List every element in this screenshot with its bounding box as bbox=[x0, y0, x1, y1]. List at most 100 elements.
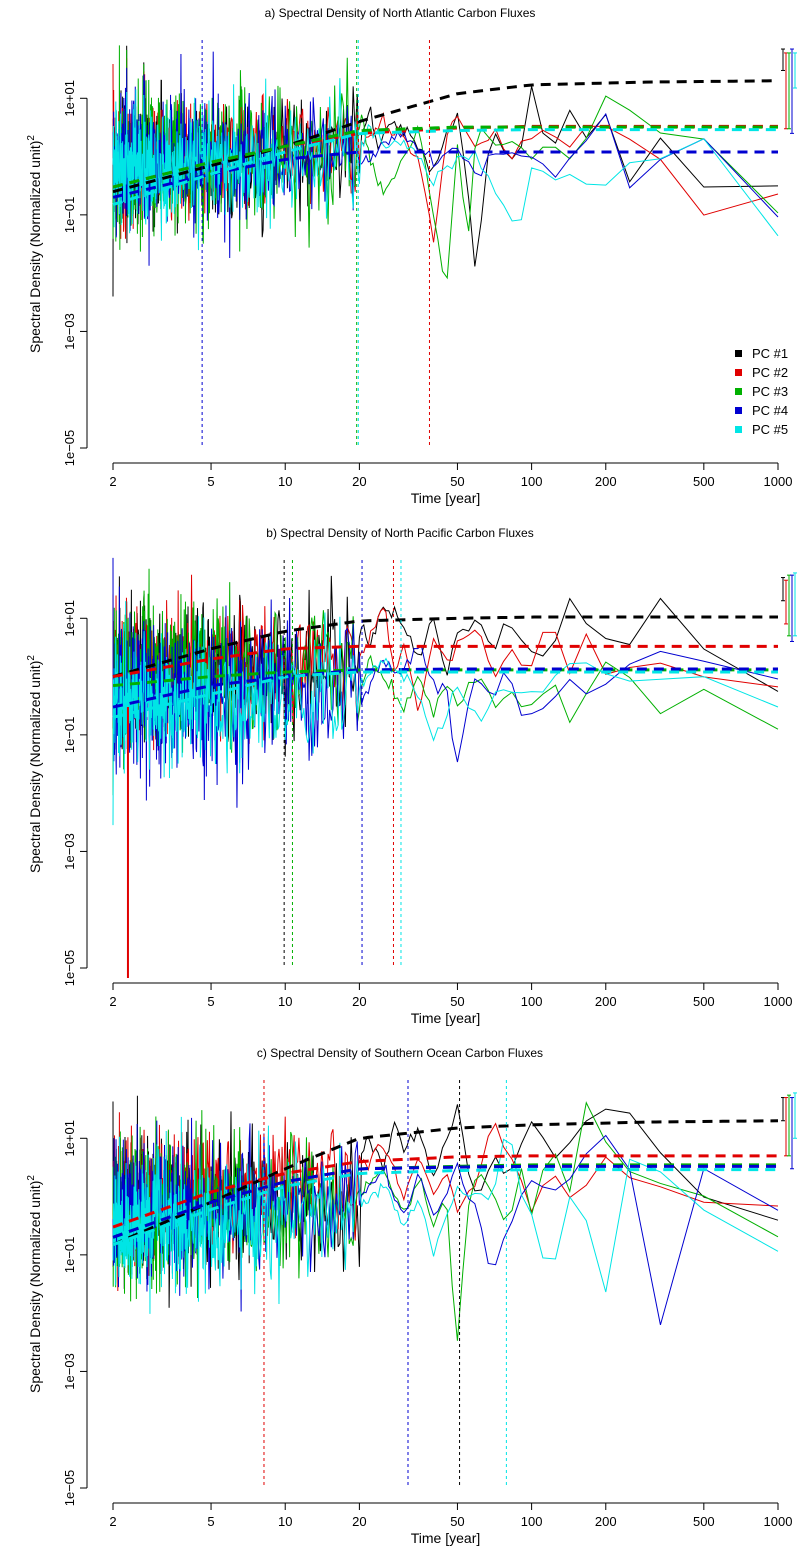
chart-panel-3: c) Spectral Density of Southern Ocean Ca… bbox=[26, 1046, 797, 1546]
x-tick-label: 5 bbox=[207, 1514, 214, 1529]
x-tick-label: 1000 bbox=[764, 994, 793, 1009]
x-axis: 2 5 10 20 50 100 200 500 1000 Time [year] bbox=[109, 462, 793, 506]
y-tick-label: 1e−03 bbox=[62, 313, 77, 350]
y-tick-label: 1e−05 bbox=[62, 1470, 77, 1507]
confidence-bar bbox=[793, 572, 797, 637]
series-group bbox=[112, 45, 779, 297]
x-tick-label: 1000 bbox=[764, 474, 793, 489]
confidence-bar bbox=[790, 48, 794, 134]
x-axis-label: Time [year] bbox=[411, 1530, 481, 1546]
background-spectrum-pc-5 bbox=[112, 1168, 778, 1247]
legend-label: PC #4 bbox=[752, 403, 788, 418]
x-tick-label: 100 bbox=[521, 994, 543, 1009]
y-axis: 1e−05 1e−03 1e−01 1e+01 Spectral Density (No… bbox=[26, 1120, 88, 1507]
legend-item: PC #4 bbox=[735, 403, 788, 418]
x-axis-label: Time [year] bbox=[411, 1010, 481, 1026]
confidence-bar bbox=[781, 1097, 785, 1122]
y-tick-label: 1e−01 bbox=[62, 197, 77, 234]
legend-label: PC #2 bbox=[752, 365, 788, 380]
x-tick-label: 20 bbox=[352, 994, 366, 1009]
confidence-bar bbox=[787, 574, 791, 637]
x-tick-label: 10 bbox=[278, 474, 292, 489]
legend-label: PC #5 bbox=[752, 422, 788, 437]
y-tick-label: 1e+01 bbox=[62, 1120, 77, 1157]
legend-item: PC #5 bbox=[735, 422, 788, 437]
y-tick-label: 1e+01 bbox=[62, 80, 77, 117]
legend-item: PC #3 bbox=[735, 384, 788, 399]
y-axis-label: Spectral Density (Normalized unit)2 bbox=[26, 135, 43, 353]
series-group bbox=[112, 557, 779, 978]
legend-swatch bbox=[735, 369, 742, 376]
legend-item: PC #1 bbox=[735, 346, 788, 361]
series-line-pc-4 bbox=[112, 1117, 779, 1325]
y-tick-label: 1e−01 bbox=[62, 1237, 77, 1274]
legend: PC #1 PC #2 PC #3 PC #4 PC #5 bbox=[735, 346, 788, 437]
x-tick-label: 20 bbox=[352, 474, 366, 489]
legend-swatch bbox=[735, 407, 742, 414]
x-tick-label: 500 bbox=[693, 994, 715, 1009]
x-tick-label: 200 bbox=[595, 1514, 617, 1529]
x-tick-label: 200 bbox=[595, 994, 617, 1009]
y-tick-label: 1e+01 bbox=[62, 600, 77, 637]
confidence-bar bbox=[784, 52, 788, 130]
x-tick-label: 500 bbox=[693, 1514, 715, 1529]
y-tick-label: 1e−03 bbox=[62, 833, 77, 870]
y-axis-label: Spectral Density (Normalized unit)2 bbox=[26, 1175, 43, 1393]
panel-title: c) Spectral Density of Southern Ocean Ca… bbox=[257, 1046, 543, 1060]
confidence-bar bbox=[781, 48, 785, 71]
x-axis: 2 5 10 20 50 100 200 500 1000 Time [year] bbox=[109, 982, 793, 1026]
x-tick-label: 2 bbox=[109, 1514, 116, 1529]
x-tick-label: 50 bbox=[450, 474, 464, 489]
y-tick-label: 1e−05 bbox=[62, 430, 77, 467]
background-spectrum-pc-5 bbox=[112, 128, 778, 207]
x-tick-label: 50 bbox=[450, 994, 464, 1009]
y-axis-label: Spectral Density (Normalized unit)2 bbox=[26, 655, 43, 873]
x-tick-label: 500 bbox=[693, 474, 715, 489]
legend-item: PC #2 bbox=[735, 365, 788, 380]
x-tick-label: 100 bbox=[521, 1514, 543, 1529]
series-group bbox=[112, 1095, 779, 1341]
x-axis-label: Time [year] bbox=[411, 490, 481, 506]
y-tick-label: 1e−03 bbox=[62, 1353, 77, 1390]
confidence-bar bbox=[793, 1092, 797, 1139]
background-spectrum-pc-3 bbox=[112, 668, 778, 688]
confidence-bar bbox=[784, 579, 788, 625]
x-tick-label: 20 bbox=[352, 1514, 366, 1529]
background-spectrum-pc-1 bbox=[112, 79, 779, 194]
x-tick-label: 10 bbox=[278, 994, 292, 1009]
series-line-pc-3 bbox=[112, 1101, 779, 1341]
chart-panel-1: a) Spectral Density of North Atlantic Ca… bbox=[26, 6, 797, 506]
x-tick-label: 200 bbox=[595, 474, 617, 489]
y-axis: 1e−05 1e−03 1e−01 1e+01 Spectral Density (No… bbox=[26, 600, 88, 987]
series-line-pc-4 bbox=[112, 557, 779, 808]
x-tick-label: 10 bbox=[278, 1514, 292, 1529]
legend-label: PC #3 bbox=[752, 384, 788, 399]
confidence-bar bbox=[787, 52, 791, 130]
x-tick-label: 1000 bbox=[764, 1514, 793, 1529]
x-tick-label: 100 bbox=[521, 474, 543, 489]
panel-title: a) Spectral Density of North Atlantic Ca… bbox=[265, 6, 536, 20]
background-spectrum-pc-1 bbox=[112, 1119, 779, 1246]
legend-swatch bbox=[735, 426, 742, 433]
x-tick-label: 2 bbox=[109, 474, 116, 489]
panel-title: b) Spectral Density of North Pacific Car… bbox=[266, 526, 533, 540]
confidence-bar bbox=[793, 52, 797, 89]
x-tick-label: 50 bbox=[450, 1514, 464, 1529]
confidence-bar bbox=[787, 1094, 791, 1157]
background-spectrum-pc-2 bbox=[112, 1154, 778, 1229]
y-tick-label: 1e−01 bbox=[62, 717, 77, 754]
confidence-bar bbox=[781, 577, 785, 602]
confidence-bar bbox=[790, 574, 794, 642]
legend-swatch bbox=[735, 350, 742, 357]
y-tick-label: 1e−05 bbox=[62, 950, 77, 987]
confidence-bar bbox=[790, 1097, 794, 1170]
x-axis: 2 5 10 20 50 100 200 500 1000 Time [year] bbox=[109, 1502, 793, 1546]
y-axis: 1e−05 1e−03 1e−01 1e+01 Spectral Density (No… bbox=[26, 80, 88, 467]
x-tick-label: 5 bbox=[207, 994, 214, 1009]
x-tick-label: 2 bbox=[109, 994, 116, 1009]
background-spectrum-pc-4 bbox=[112, 1164, 778, 1239]
x-tick-label: 5 bbox=[207, 474, 214, 489]
legend-swatch bbox=[735, 388, 742, 395]
